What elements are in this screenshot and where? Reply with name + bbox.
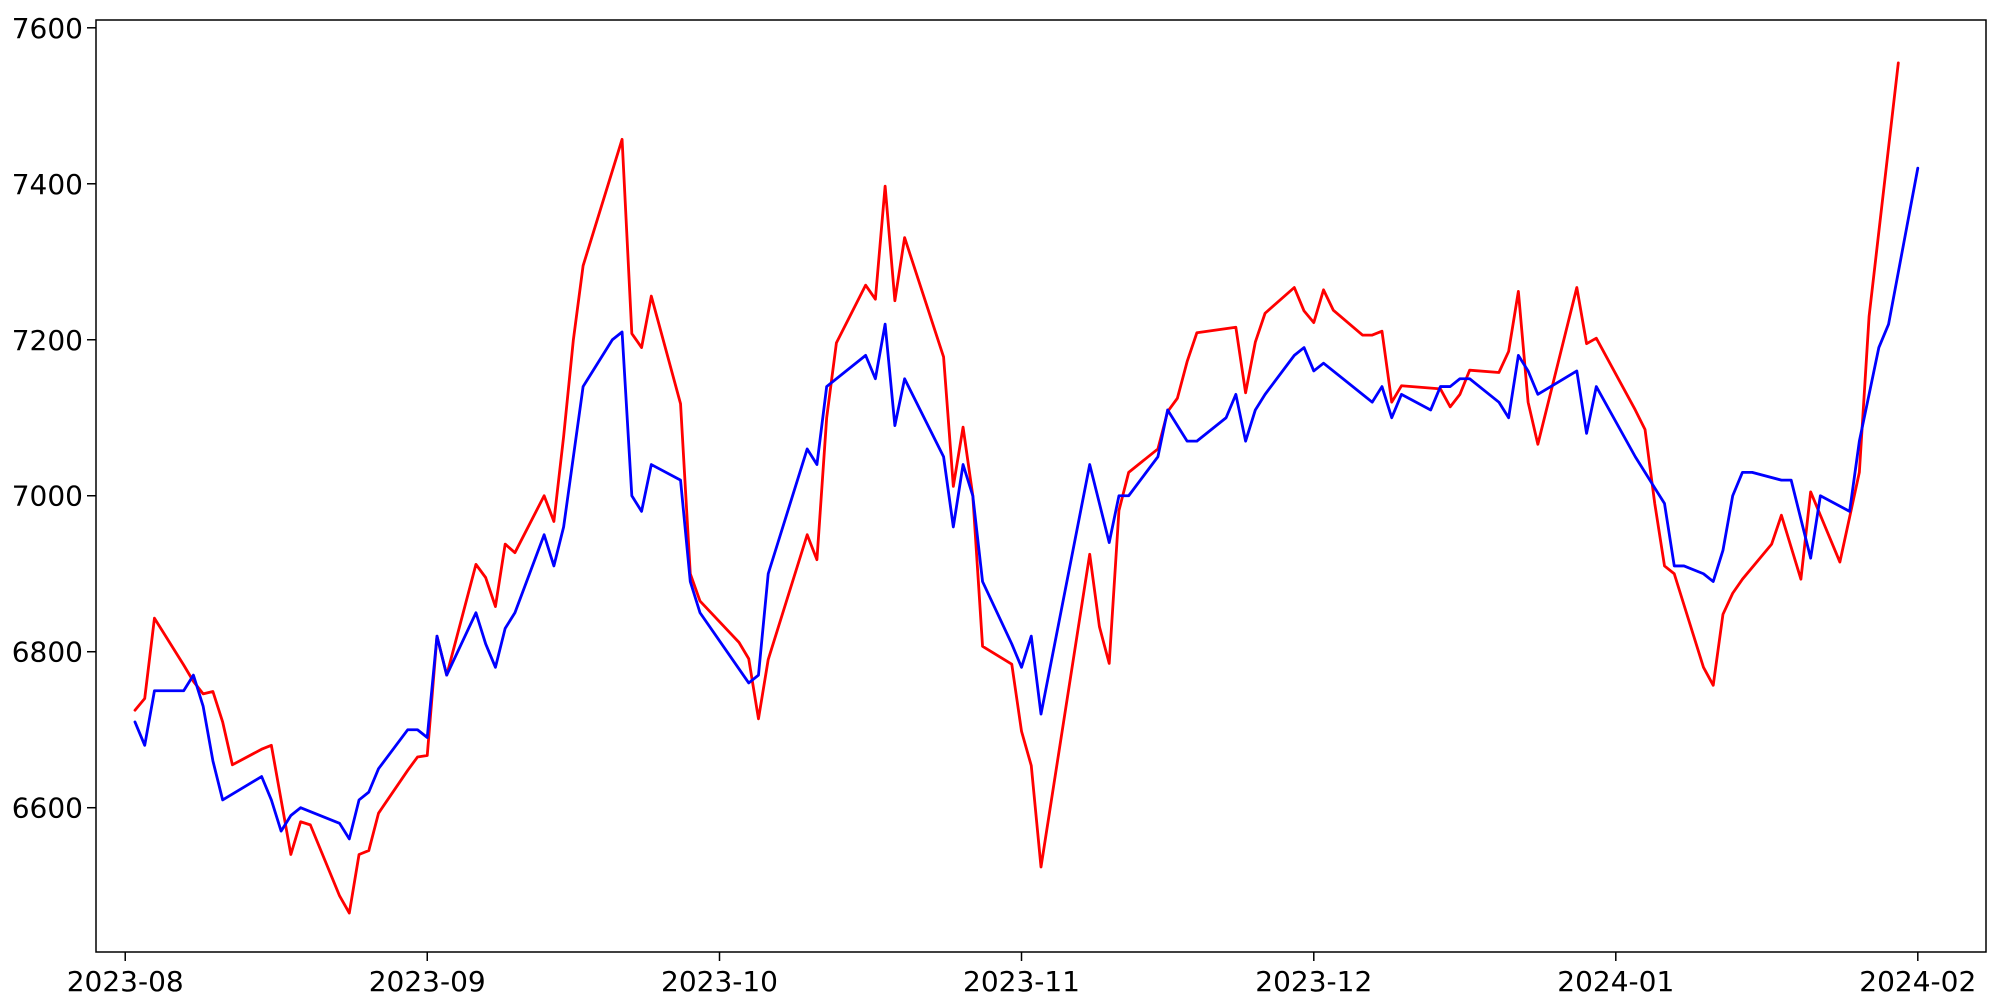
y-tick-label: 6600: [12, 792, 83, 825]
y-tick-label: 7400: [12, 168, 83, 201]
plot-frame: [95, 19, 1987, 953]
x-tick-label: 2023-11: [963, 965, 1080, 998]
x-tick-label: 2023-10: [661, 965, 778, 998]
x-axis: 2023-08 2023-09 2023-10 2023-11 2023-12 2024-…: [67, 952, 1976, 998]
y-tick-label: 7200: [12, 324, 83, 357]
series-line-1: [133, 61, 1900, 915]
x-tick-label: 2023-09: [369, 965, 486, 998]
y-tick-label: 6800: [12, 636, 83, 669]
series-line-2: [133, 166, 1920, 841]
y-tick-label: 7000: [12, 480, 83, 513]
series-layer: [133, 61, 1920, 915]
y-axis: 6600 6800 7000 7200 7400 7600: [12, 12, 96, 825]
y-tick-label: 7600: [12, 12, 83, 45]
x-tick-label: 2023-12: [1255, 965, 1372, 998]
x-tick-label: 2024-02: [1859, 965, 1976, 998]
x-tick-label: 2023-08: [67, 965, 184, 998]
x-tick-label: 2024-01: [1557, 965, 1674, 998]
